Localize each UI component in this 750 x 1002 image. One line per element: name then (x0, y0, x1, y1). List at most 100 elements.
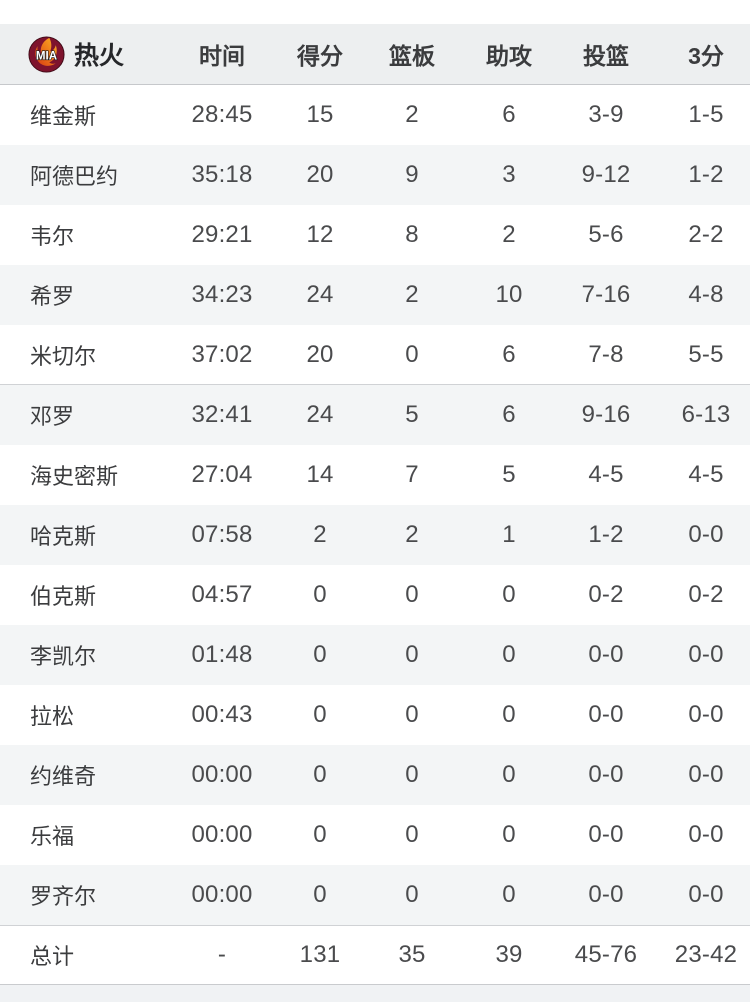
time-cell: 00:00 (191, 761, 253, 788)
fg-cell: 7-16 (581, 281, 631, 308)
players-table-body: 维金斯 28:45 15 2 6 3-9 1-5 阿德巴约 35:18 20 9… (0, 85, 750, 925)
column-header-time: 时间 (199, 43, 245, 69)
fg-cell: 7-8 (588, 340, 624, 368)
points-cell: 24 (306, 281, 334, 308)
player-name-cell: 李凯尔 (30, 644, 97, 669)
points-cell: 0 (313, 821, 327, 848)
totals-three-point-cell: 23-42 (674, 941, 738, 968)
rebounds-cell: 0 (405, 881, 419, 908)
player-row[interactable]: 乐福 00:00 0 0 0 0-0 0-0 (0, 805, 750, 865)
totals-points-cell: 131 (299, 941, 341, 968)
player-name-cell: 伯克斯 (30, 584, 97, 609)
points-cell: 0 (313, 641, 327, 668)
three-point-cell: 0-0 (688, 761, 724, 788)
time-cell: 01:48 (191, 641, 253, 668)
fg-cell: 5-6 (588, 221, 624, 248)
fg-cell: 3-9 (588, 101, 624, 128)
time-cell: 04:57 (191, 581, 253, 608)
player-name-cell: 希罗 (30, 284, 75, 309)
three-point-cell: 0-0 (688, 701, 724, 728)
player-row[interactable]: 伯克斯 04:57 0 0 0 0-2 0-2 (0, 565, 750, 625)
player-row[interactable]: 米切尔 37:02 20 0 6 7-8 5-5 (0, 325, 750, 385)
assists-cell: 2 (502, 221, 516, 248)
rebounds-cell: 7 (405, 461, 419, 488)
rebounds-cell: 0 (405, 581, 419, 608)
player-row[interactable]: 邓罗 32:41 24 5 6 9-16 6-13 (0, 385, 750, 445)
points-cell: 0 (313, 701, 327, 728)
points-cell: 24 (306, 401, 334, 428)
three-point-cell: 2-2 (688, 221, 724, 248)
assists-cell: 1 (502, 521, 516, 548)
top-spacer (0, 0, 750, 24)
player-row[interactable]: 李凯尔 01:48 0 0 0 0-0 0-0 (0, 625, 750, 685)
assists-cell: 6 (502, 401, 516, 428)
player-row[interactable]: 阿德巴约 35:18 20 9 3 9-12 1-2 (0, 145, 750, 205)
player-name-cell: 韦尔 (30, 224, 75, 249)
fg-cell: 0-0 (588, 641, 624, 668)
assists-cell: 10 (495, 281, 523, 308)
rebounds-cell: 0 (405, 641, 419, 668)
time-cell: 35:18 (191, 161, 253, 188)
player-row[interactable]: 拉松 00:43 0 0 0 0-0 0-0 (0, 685, 750, 745)
totals-assists-cell: 39 (495, 941, 523, 968)
assists-cell: 0 (502, 701, 516, 728)
fg-cell: 9-12 (581, 161, 631, 188)
player-row[interactable]: 哈克斯 07:58 2 2 1 1-2 0-0 (0, 505, 750, 565)
totals-rebounds-cell: 35 (398, 941, 426, 968)
time-cell: 29:21 (191, 221, 253, 248)
rebounds-cell: 2 (405, 281, 419, 308)
player-name-cell: 约维奇 (30, 764, 97, 789)
assists-cell: 5 (502, 461, 516, 488)
time-cell: 00:00 (191, 881, 253, 908)
column-header-rebounds: 篮板 (389, 43, 435, 69)
player-row[interactable]: 希罗 34:23 24 2 10 7-16 4-8 (0, 265, 750, 325)
rebounds-cell: 5 (405, 401, 419, 428)
player-row[interactable]: 韦尔 29:21 12 8 2 5-6 2-2 (0, 205, 750, 265)
assists-cell: 0 (502, 881, 516, 908)
rebounds-cell: 9 (405, 161, 419, 188)
points-cell: 0 (313, 581, 327, 608)
fg-cell: 0-0 (588, 701, 624, 728)
player-row[interactable]: 罗齐尔 00:00 0 0 0 0-0 0-0 (0, 865, 750, 925)
time-cell: 28:45 (191, 101, 253, 128)
player-row[interactable]: 维金斯 28:45 15 2 6 3-9 1-5 (0, 85, 750, 145)
column-header-three: 3分 (688, 43, 724, 69)
assists-cell: 0 (502, 761, 516, 788)
rebounds-cell: 2 (405, 101, 419, 128)
fg-cell: 0-0 (588, 761, 624, 788)
three-point-cell: 0-0 (688, 521, 724, 548)
totals-label: 总计 (30, 944, 75, 969)
player-name-cell: 乐福 (30, 824, 75, 849)
player-row[interactable]: 海史密斯 27:04 14 7 5 4-5 4-5 (0, 445, 750, 505)
time-cell: 00:43 (191, 701, 253, 728)
assists-cell: 3 (502, 161, 516, 188)
points-cell: 12 (306, 221, 334, 248)
fg-cell: 0-2 (588, 581, 624, 608)
player-row[interactable]: 约维奇 00:00 0 0 0 0-0 0-0 (0, 745, 750, 805)
points-cell: 20 (306, 161, 334, 188)
assists-cell: 6 (502, 101, 516, 128)
time-cell: 00:00 (191, 821, 253, 848)
column-header-fg: 投篮 (583, 43, 629, 69)
column-header-assists: 助攻 (486, 43, 532, 69)
points-cell: 0 (313, 881, 327, 908)
assists-cell: 0 (502, 641, 516, 668)
table-header: MIA 热火 时间 得分 篮板 助攻 投篮 3分 (0, 24, 750, 85)
rebounds-cell: 8 (405, 221, 419, 248)
player-name-cell: 海史密斯 (30, 464, 119, 489)
points-cell: 14 (306, 461, 334, 488)
time-cell: 32:41 (191, 401, 253, 428)
assists-cell: 0 (502, 821, 516, 848)
totals-row: 总计 - 131 35 39 45-76 23-42 (0, 925, 750, 985)
points-cell: 2 (313, 521, 327, 548)
time-cell: 34:23 (191, 281, 253, 308)
totals-time-cell: - (217, 941, 227, 968)
rebounds-cell: 0 (405, 701, 419, 728)
assists-cell: 0 (502, 581, 516, 608)
bottom-section-edge (0, 985, 750, 1002)
three-point-cell: 0-0 (688, 821, 724, 848)
three-point-cell: 0-2 (688, 581, 724, 608)
heat-team-logo-icon: MIA (28, 35, 65, 73)
rebounds-cell: 2 (405, 521, 419, 548)
